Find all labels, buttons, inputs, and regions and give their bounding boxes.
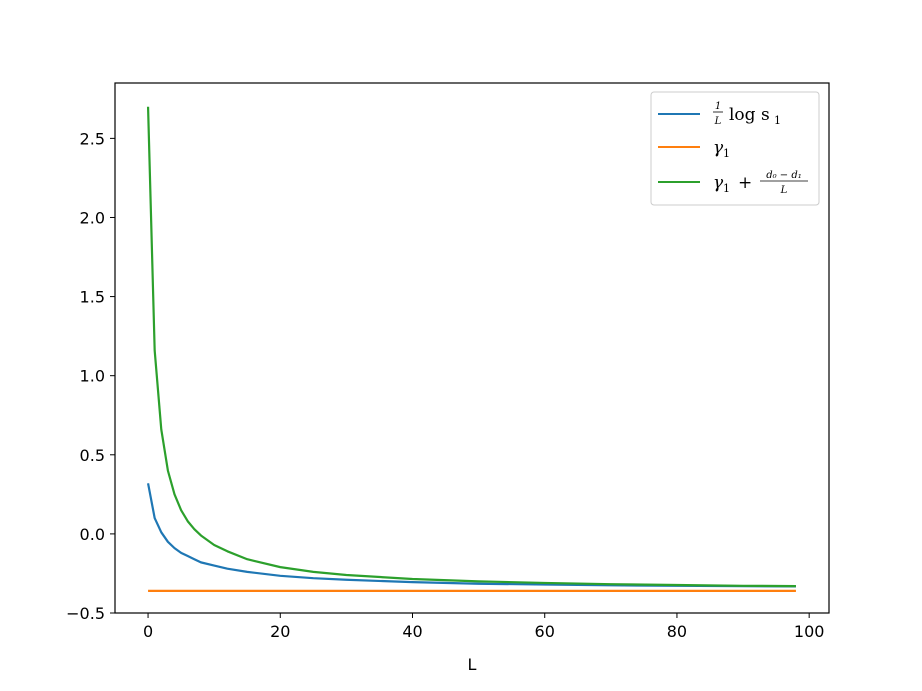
- y-tick-label: 2.0: [80, 208, 105, 227]
- y-tick-label: 0.5: [80, 446, 105, 465]
- x-tick-label: 80: [667, 622, 687, 641]
- legend-plus: +: [738, 173, 752, 193]
- axis-ticks: 0 20 40 60 80 100 −0.5 0.0 0.5 1.0 1.5 2.0 2.5: [66, 129, 824, 641]
- legend-sub: 1: [723, 147, 730, 160]
- y-tick-label: 1.0: [80, 367, 105, 386]
- x-tick-label: 0: [143, 622, 153, 641]
- legend-sub: 1: [774, 114, 781, 127]
- legend-label-gamma1-plus: γ 1 + d₀ − d₁ L: [713, 170, 808, 196]
- series-line-gamma1_plus: [146, 106, 796, 588]
- x-tick-label: 20: [270, 622, 290, 641]
- y-tick-label: 1.5: [80, 288, 105, 307]
- series-lines: [146, 106, 796, 592]
- legend-frac-num: d₀ − d₁: [766, 170, 802, 181]
- legend-label-log-s1: 1 L log s 1: [713, 101, 781, 127]
- x-tick-label: 60: [535, 622, 555, 641]
- legend: 1 L log s 1 γ 1 γ 1 + d₀ − d₁ L: [650, 91, 820, 206]
- x-tick-label: 100: [794, 622, 825, 641]
- legend-text-log-s: log s: [729, 105, 770, 125]
- legend-frac-den: L: [780, 185, 788, 196]
- y-tick-label: 2.5: [80, 129, 105, 148]
- legend-label-gamma1: γ 1: [713, 138, 730, 160]
- legend-frac-den: L: [714, 116, 722, 127]
- series-line-log_s1: [146, 483, 796, 588]
- legend-text-gamma: γ: [713, 173, 724, 193]
- x-tick-label: 40: [402, 622, 422, 641]
- legend-text-gamma: γ: [713, 138, 724, 158]
- y-tick-label: −0.5: [66, 604, 105, 623]
- plot-frame: [114, 82, 830, 614]
- legend-frac-num: 1: [715, 101, 721, 112]
- legend-sub: 1: [723, 182, 730, 195]
- y-tick-label: 0.0: [80, 525, 105, 544]
- legend-frame: [650, 91, 820, 206]
- x-axis-label: L: [468, 655, 477, 674]
